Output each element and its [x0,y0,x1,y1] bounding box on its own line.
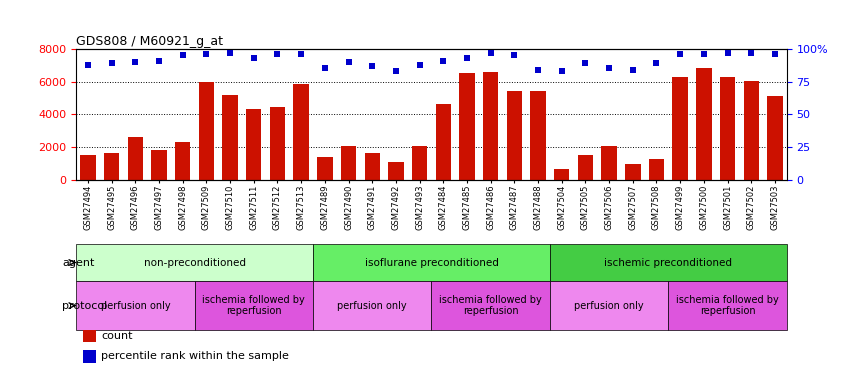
Bar [431,281,550,330]
Bar [578,154,593,180]
Bar [673,76,688,180]
Point [389,68,403,74]
Point [365,63,379,69]
Bar [76,244,313,281]
Text: count: count [101,331,133,341]
Point [271,51,284,57]
Point [437,57,450,63]
Bar [550,244,787,281]
Text: GDS808 / M60921_g_at: GDS808 / M60921_g_at [76,34,223,48]
Bar [199,82,214,180]
Point [650,60,663,66]
Point [413,62,426,68]
Point [176,53,190,58]
Bar [195,281,313,330]
Point [579,60,592,66]
Text: protocol: protocol [62,301,107,310]
Text: ischemia followed by
reperfusion: ischemia followed by reperfusion [202,295,305,316]
Text: ischemia followed by
reperfusion: ischemia followed by reperfusion [439,295,542,316]
Text: percentile rank within the sample: percentile rank within the sample [101,351,288,361]
Bar [365,153,380,180]
Bar [270,107,285,180]
Bar [459,74,475,180]
Bar [507,92,522,180]
Bar [341,146,356,180]
Point [721,50,734,56]
Bar [530,91,546,180]
Point [602,65,616,71]
Bar [550,281,668,330]
Bar [317,157,332,180]
Bar [602,146,617,180]
Bar [104,153,119,180]
Point [768,51,782,57]
Point [200,51,213,57]
Text: ischemic preconditioned: ischemic preconditioned [604,258,733,267]
Bar [313,281,431,330]
Text: perfusion only: perfusion only [101,301,170,310]
Point [626,67,640,73]
Point [555,68,569,74]
Text: isoflurane preconditioned: isoflurane preconditioned [365,258,498,267]
Bar [222,95,238,180]
Point [318,65,332,71]
Point [247,55,261,61]
Bar [412,146,427,180]
Bar [313,244,550,281]
Bar [76,281,195,330]
Point [81,62,95,68]
Bar [649,159,664,180]
Point [294,51,308,57]
Point [105,60,118,66]
Bar [720,76,735,180]
Bar [625,164,640,180]
Bar [436,104,451,180]
Bar [175,142,190,180]
Point [223,50,237,56]
Point [744,50,758,56]
Bar [83,350,96,363]
Bar [246,110,261,180]
Text: agent: agent [62,258,94,267]
Bar [767,96,783,180]
Bar [388,162,404,180]
Point [460,55,474,61]
Bar [83,330,96,342]
Bar [696,68,711,180]
Point [508,53,521,58]
Bar [151,150,167,180]
Point [531,67,545,73]
Text: perfusion only: perfusion only [338,301,407,310]
Point [129,59,142,65]
Bar [80,154,96,180]
Point [697,51,711,57]
Text: non-preconditioned: non-preconditioned [144,258,245,267]
Bar [554,168,569,180]
Point [484,50,497,56]
Point [152,57,166,63]
Bar [483,72,498,180]
Bar [294,84,309,180]
Bar [744,81,759,180]
Text: perfusion only: perfusion only [574,301,644,310]
Bar [128,136,143,180]
Bar [668,281,787,330]
Point [673,51,687,57]
Point [342,59,355,65]
Text: ischemia followed by
reperfusion: ischemia followed by reperfusion [676,295,779,316]
